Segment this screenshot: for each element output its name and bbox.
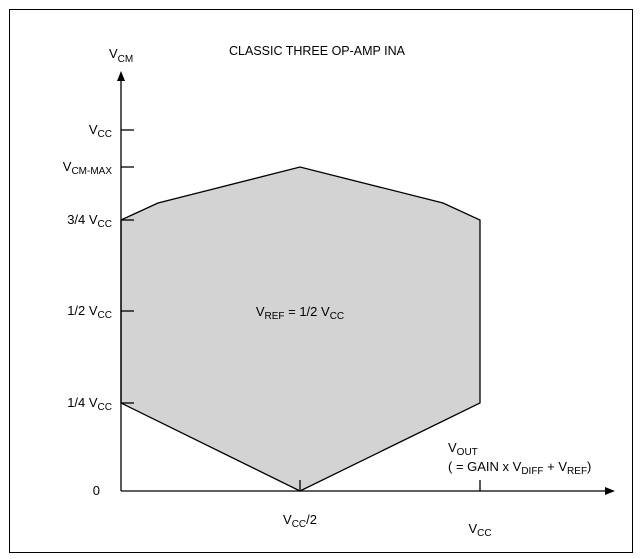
y-tick-label-vcm-max: VCM-MAX [63,159,113,177]
y-tick-label-3-4-vcc: 3/4 VCC [67,212,112,230]
x-tick-label-vcc-half: VCC/2 [283,512,317,530]
y-tick-label-1-2-vcc: 1/2 VCC [67,303,112,321]
y-axis-label: VCM [109,46,133,65]
origin-label: 0 [93,483,100,498]
y-tick-label-1-4-vcc: 1/4 VCC [67,395,112,413]
region-label: VREF = 1/2 VCC [256,304,344,322]
operating-region [120,166,481,492]
y-tick-label-vcc: VCC [89,122,112,140]
x-tick-label-vcc: VCC [468,521,491,539]
x-axis-equation: ( = GAIN x VDIFF + VREF) [448,459,591,477]
x-axis-label: VOUT [448,440,478,458]
diagram-title: CLASSIC THREE OP-AMP INA [229,44,406,58]
